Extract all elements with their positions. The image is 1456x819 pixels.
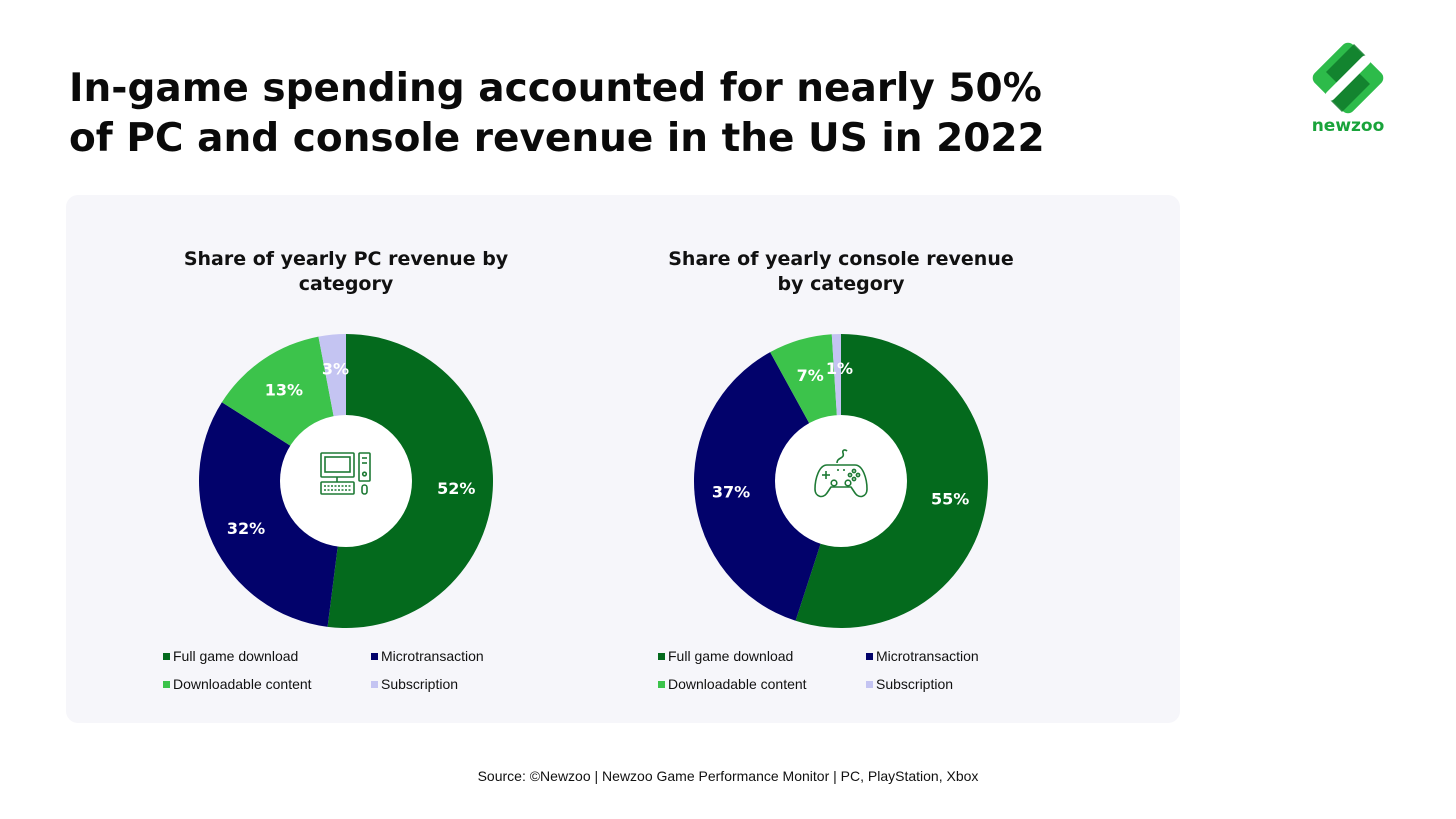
page-title: In-game spending accounted for nearly 50…	[69, 64, 1069, 164]
pc-label-subscription: 3%	[322, 360, 349, 379]
pc-chart-title: Share of yearly PC revenue by category	[86, 247, 606, 297]
newzoo-logo: newzoo	[1296, 40, 1400, 140]
console-legend-label-microtransaction: Microtransaction	[876, 648, 979, 664]
pc-legend-swatch-microtransaction	[371, 653, 378, 660]
console-legend-swatch-full-game-download	[658, 653, 665, 660]
console-legend-label-full-game-download: Full game download	[668, 648, 794, 664]
source-note: Source: ©Newzoo | Newzoo Game Performanc…	[477, 768, 979, 784]
console-label-full-game-download: 55%	[931, 489, 969, 508]
console-slice-microtransaction	[693, 352, 841, 621]
console-legend-swatch-downloadable-content	[658, 681, 665, 688]
newzoo-logo-text: newzoo	[1311, 116, 1385, 136]
console-label-microtransaction: 37%	[712, 482, 750, 501]
pc-chart-title-line-1: Share of yearly PC revenue by	[183, 248, 509, 270]
pc-legend-label-microtransaction: Microtransaction	[381, 648, 484, 664]
console-legend-item-subscription: Subscription	[866, 675, 953, 693]
console-chart-title-line-2: by category	[777, 273, 905, 295]
console-chart-legend: Full game download Microtransaction Downlo…	[658, 647, 1078, 707]
console-chart-title-line-1: Share of yearly console revenue	[668, 248, 1014, 270]
pc-chart-title-line-2: category	[298, 273, 394, 295]
page-title-line-1: In-game spending accounted for nearly 50…	[69, 66, 1042, 111]
pc-label-full-game-download: 52%	[437, 479, 475, 498]
pc-legend-swatch-subscription	[371, 681, 378, 688]
console-legend-label-subscription: Subscription	[876, 676, 954, 692]
console-revenue-chart: Share of yearly console revenue by categ…	[581, 195, 1101, 723]
pc-legend-label-full-game-download: Full game download	[173, 648, 299, 664]
pc-legend-label-downloadable-content: Downloadable content	[173, 676, 312, 692]
console-donut-chart: 55% 37% 7% 1%	[693, 334, 988, 628]
desktop-computer-icon	[320, 452, 371, 495]
pc-legend-swatch-downloadable-content	[163, 681, 170, 688]
gamepad-icon	[814, 449, 868, 498]
console-legend-swatch-microtransaction	[866, 653, 873, 660]
pc-legend-item-full-game-download: Full game download	[163, 647, 298, 665]
pc-revenue-chart: Share of yearly PC revenue by category 5…	[86, 195, 606, 723]
pc-legend-swatch-full-game-download	[163, 653, 170, 660]
charts-panel: Share of yearly PC revenue by category 5…	[66, 195, 1180, 723]
console-legend-label-downloadable-content: Downloadable content	[668, 676, 807, 692]
pc-label-downloadable-content: 13%	[265, 381, 303, 400]
console-label-downloadable-content: 7%	[797, 366, 824, 385]
pc-label-microtransaction: 32%	[227, 519, 265, 538]
console-legend-item-downloadable-content: Downloadable content	[658, 675, 807, 693]
pc-legend-item-downloadable-content: Downloadable content	[163, 675, 312, 693]
pc-chart-legend: Full game download Microtransaction Downlo…	[163, 647, 583, 707]
console-legend-item-microtransaction: Microtransaction	[866, 647, 979, 665]
console-legend-item-full-game-download: Full game download	[658, 647, 793, 665]
page-title-line-2: of PC and console revenue in the US in 2…	[69, 116, 1045, 161]
console-donut-hole	[775, 415, 907, 547]
newzoo-logo-mark	[1312, 42, 1384, 114]
console-legend-swatch-subscription	[866, 681, 873, 688]
pc-legend-label-subscription: Subscription	[381, 676, 459, 692]
console-label-subscription: 1%	[826, 359, 853, 378]
pc-legend-item-subscription: Subscription	[371, 675, 458, 693]
pc-donut-chart: 52% 32% 13% 3%	[198, 334, 494, 628]
pc-donut-hole	[280, 415, 412, 547]
pc-legend-item-microtransaction: Microtransaction	[371, 647, 484, 665]
console-chart-title: Share of yearly console revenue by categ…	[581, 247, 1101, 297]
